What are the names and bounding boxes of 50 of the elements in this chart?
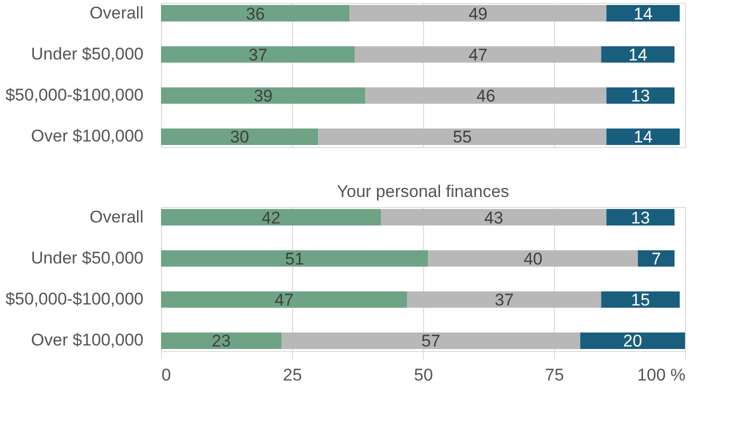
data-label: 13 xyxy=(631,208,650,228)
bar xyxy=(606,128,680,145)
data-label: 49 xyxy=(468,4,488,24)
data-label: 55 xyxy=(452,128,472,147)
x-tick-label: 0 xyxy=(162,366,171,384)
data-label: 36 xyxy=(246,4,265,24)
data-label: 43 xyxy=(484,208,504,228)
x-tick-label: 50 xyxy=(414,366,433,384)
data-label: 39 xyxy=(254,86,273,106)
y-tick-label: $50,000-$100,000 xyxy=(5,290,144,309)
data-label: 46 xyxy=(476,86,496,106)
data-label: 37 xyxy=(494,290,514,310)
data-label: 15 xyxy=(631,290,650,310)
data-label: 30 xyxy=(230,128,250,147)
data-label: 14 xyxy=(634,4,653,24)
data-label: 14 xyxy=(628,45,648,64)
y-tick-label: Under $50,000 xyxy=(31,44,144,64)
bar xyxy=(365,87,606,104)
data-label: 7 xyxy=(651,249,661,268)
data-label: 51 xyxy=(285,249,304,268)
bar xyxy=(601,46,675,63)
bar xyxy=(318,128,606,145)
y-tick-label: Overall xyxy=(90,207,144,226)
bar xyxy=(606,87,675,104)
bar xyxy=(161,128,318,145)
data-label: 47 xyxy=(274,290,294,310)
data-label: 23 xyxy=(212,332,231,351)
chart-title: Your personal finances xyxy=(336,182,510,201)
data-label: 40 xyxy=(524,249,542,268)
bar xyxy=(354,46,602,63)
x-tick-label: 100 % xyxy=(637,366,686,384)
bar xyxy=(161,5,350,22)
data-label: 14 xyxy=(634,128,653,147)
data-label: 42 xyxy=(262,208,280,228)
y-tick-label: Under $50,000 xyxy=(31,248,144,268)
y-tick-label: Overall xyxy=(90,3,144,22)
x-tick-label: 25 xyxy=(283,366,302,384)
y-tick-label: Over $100,000 xyxy=(31,330,144,350)
bar xyxy=(161,46,355,63)
data-label: 37 xyxy=(248,45,268,64)
data-label: 20 xyxy=(623,332,642,351)
y-tick-label: $50,000-$100,000 xyxy=(5,86,144,105)
x-tick-label: 75 xyxy=(545,366,564,384)
data-label: 47 xyxy=(468,45,488,64)
data-label: 57 xyxy=(421,332,440,351)
bar xyxy=(161,87,366,104)
y-tick-label: Over $100,000 xyxy=(31,126,144,146)
bar xyxy=(606,5,680,22)
bar xyxy=(350,5,606,22)
data-label: 13 xyxy=(631,86,650,106)
